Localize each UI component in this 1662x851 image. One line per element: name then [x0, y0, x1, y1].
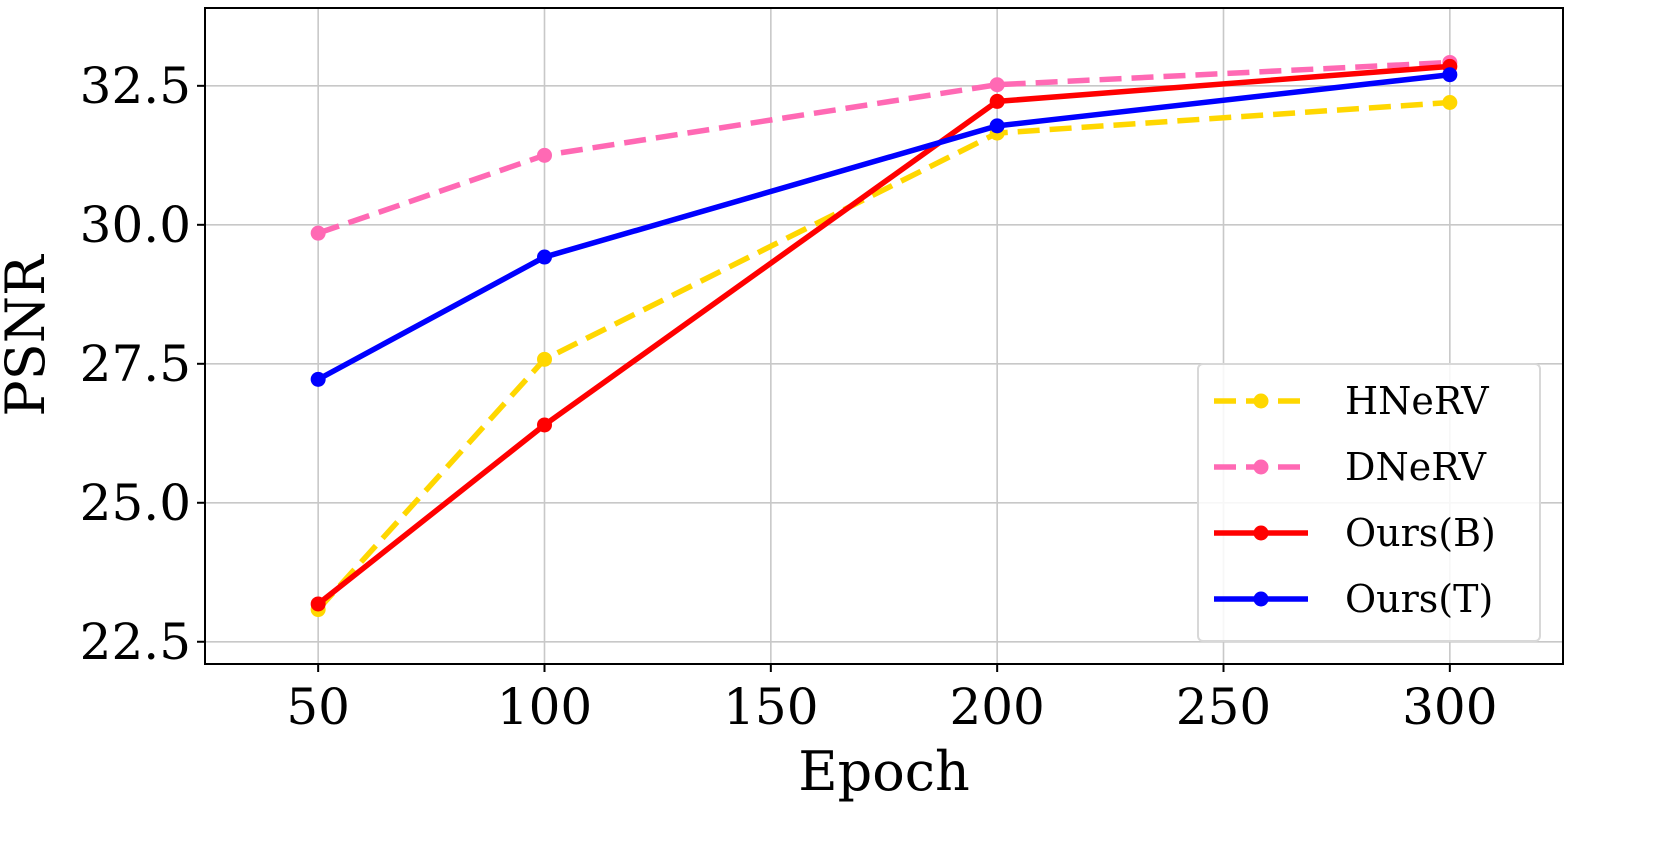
x-axis-label: Epoch: [798, 740, 970, 803]
data-point-hnerv: [537, 351, 552, 367]
data-point-ours-t: [537, 249, 552, 265]
series-dnerv: [310, 54, 1458, 241]
data-point-ours-t: [310, 371, 326, 387]
data-point-ours-t: [1442, 67, 1458, 83]
data-point-dnerv: [537, 147, 552, 163]
legend-label: HNeRV: [1345, 379, 1489, 423]
x-tick-label: 300: [1402, 678, 1497, 736]
data-point-hnerv: [1442, 95, 1458, 111]
series-ours-t: [310, 67, 1458, 387]
data-point-ours-t: [989, 118, 1005, 134]
legend-frame: [1197, 363, 1541, 642]
x-tick-label: 250: [1176, 678, 1271, 736]
legend-item-ours-t: Ours(T): [1214, 577, 1493, 621]
series-layer: [310, 54, 1458, 618]
y-tick-label: 32.5: [80, 57, 191, 115]
series-line-ours-t: [316, 71, 1451, 382]
legend-label: DNeRV: [1345, 445, 1486, 489]
legend-marker: [1253, 525, 1269, 541]
x-tick-label: 150: [723, 678, 818, 736]
plot-frame: [204, 7, 1564, 665]
data-point-dnerv: [310, 225, 326, 241]
tick-layer: 50 100 150 200 250 300 22.5 25.0 27.5 30.0 32.5: [80, 57, 1498, 736]
legend-item-ours-b: Ours(B): [1214, 511, 1496, 555]
legend-label: Ours(T): [1345, 577, 1493, 621]
y-tick-label: 30.0: [80, 196, 191, 254]
series-line-ours-b: [316, 63, 1451, 607]
legend-item-hnerv: HNeRV: [1214, 379, 1489, 423]
data-point-ours-b: [310, 596, 326, 612]
y-axis-label: PSNR: [0, 254, 57, 417]
series-line-dnerv: [317, 59, 1450, 236]
data-point-ours-b: [537, 417, 552, 433]
x-tick-label: 50: [286, 678, 350, 736]
y-tick-label: 27.5: [80, 335, 191, 393]
legend-marker: [1253, 393, 1269, 409]
y-tick-label: 22.5: [80, 613, 191, 671]
data-point-dnerv: [989, 77, 1005, 93]
series-line-hnerv: [316, 99, 1451, 612]
x-tick-label: 100: [497, 678, 592, 736]
series-ours-b: [310, 58, 1458, 612]
legend-label: Ours(B): [1345, 511, 1496, 555]
y-tick-label: 25.0: [80, 474, 191, 532]
data-point-ours-b: [989, 93, 1005, 109]
legend-marker: [1253, 459, 1269, 475]
legend-item-dnerv: DNeRV: [1214, 445, 1486, 489]
legend-marker: [1253, 591, 1269, 607]
x-tick-label: 200: [949, 678, 1044, 736]
legend: HNeRV DNeRV Ours(B) Ours(T): [1197, 363, 1541, 642]
